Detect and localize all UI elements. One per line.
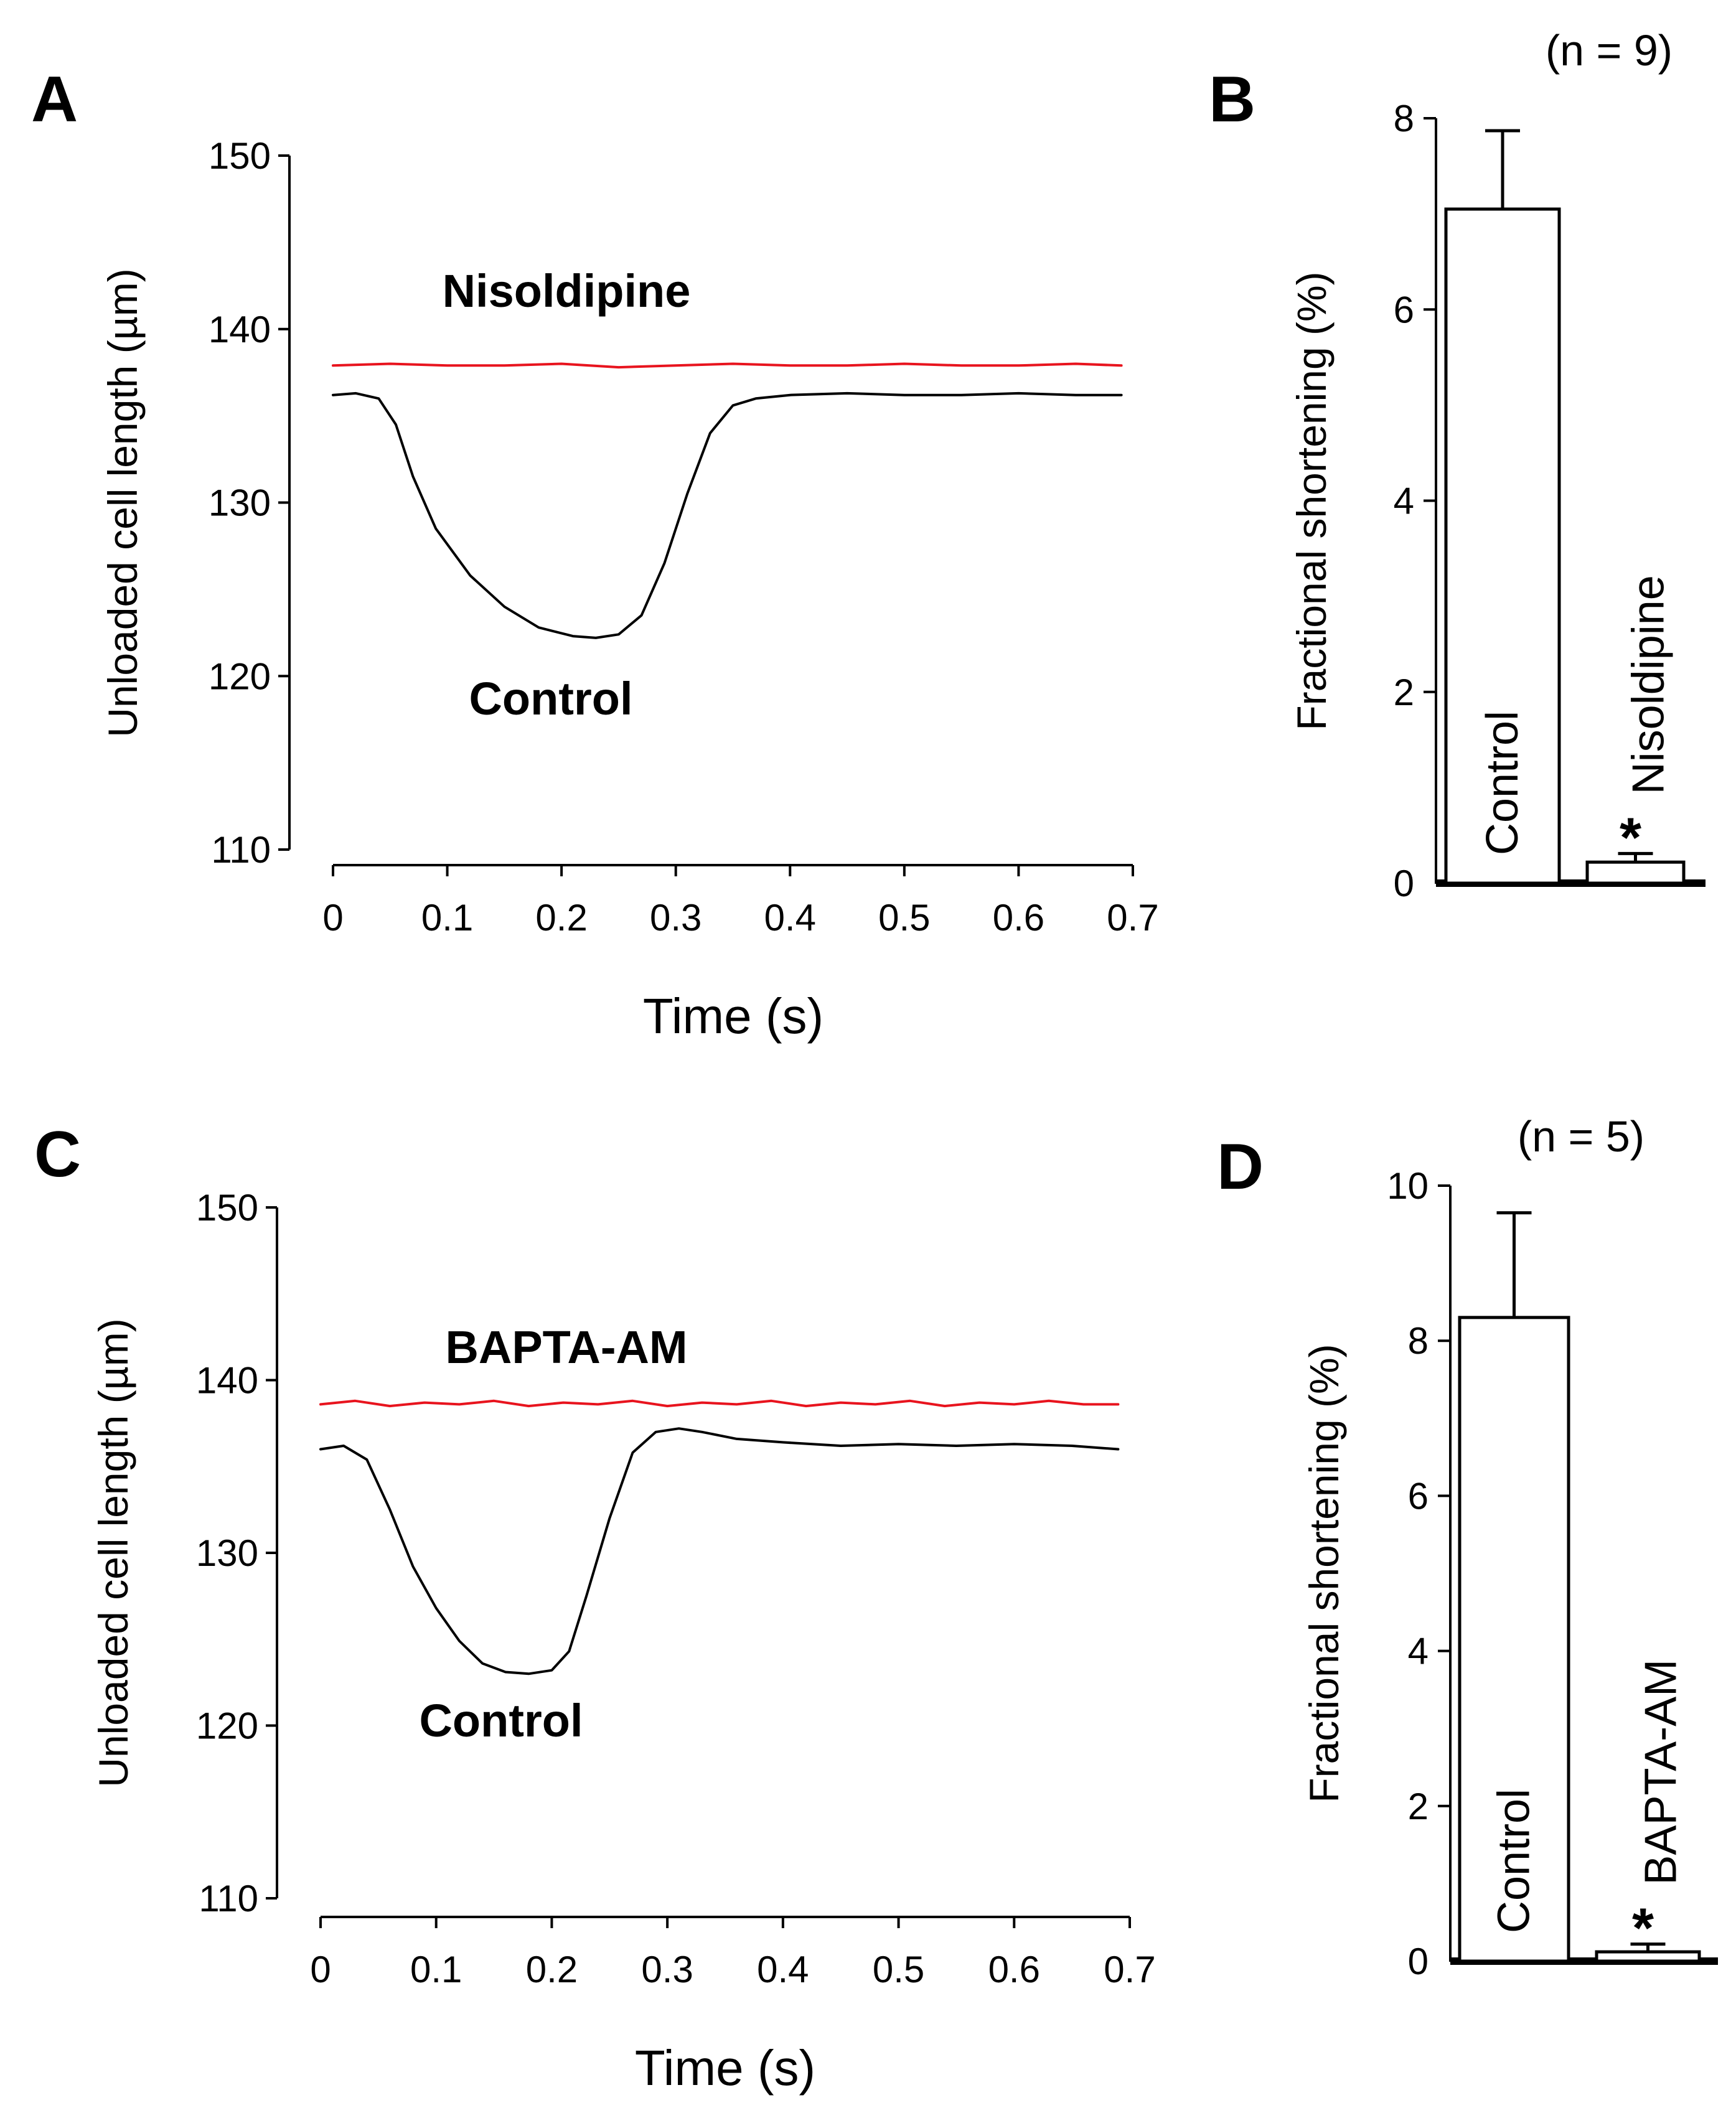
y-axis-title: Unloaded cell length (µm)	[100, 268, 146, 737]
y-axis-title: Fractional shortening (%)	[1288, 271, 1335, 730]
bar-label-control: Control	[1478, 711, 1527, 855]
bars-group: Control BAPTA-AM *	[1458, 1211, 1701, 1963]
trace-label-bapta-am: BAPTA-AM	[445, 1321, 687, 1373]
y-tick-label-120: 120	[209, 655, 271, 697]
y-tick-label-4: 4	[1408, 1631, 1429, 1672]
bar-control	[1444, 207, 1561, 885]
y-ticks: 110 120 130 140 150	[209, 135, 289, 871]
x-axis-title: Time (s)	[635, 2040, 815, 2096]
trace-label-nisoldipine: Nisoldipine	[443, 265, 691, 317]
panel-letter-d: D	[1217, 1131, 1264, 1203]
bar-label-control: Control	[1490, 1789, 1539, 1933]
y-tick-label-0: 0	[1408, 1941, 1429, 1982]
x-tick-label-0.2: 0.2	[535, 897, 587, 939]
y-tick-label-8: 8	[1408, 1320, 1429, 1362]
x-tick-label-0.7: 0.7	[1104, 1949, 1155, 1990]
y-ticks: 0 2 4 6 8 10	[1387, 1165, 1450, 1982]
y-tick-label-4: 4	[1394, 480, 1414, 522]
x-tick-label-0.4: 0.4	[757, 1949, 809, 1990]
significance-star-bapta-am: *	[1632, 1898, 1654, 1960]
significance-star-nisoldipine: *	[1620, 807, 1641, 869]
y-ticks: 0 2 4 6 8	[1394, 98, 1436, 904]
y-tick-label-120: 120	[196, 1705, 258, 1747]
y-tick-label-150: 150	[209, 135, 271, 177]
y-tick-label-130: 130	[209, 482, 271, 524]
y-tick-label-0: 0	[1394, 863, 1414, 904]
x-tick-label-0: 0	[322, 897, 343, 939]
x-tick-label-0.1: 0.1	[410, 1949, 462, 1990]
panel-b-bar-chart: B (n = 9) 0 2 4 6 8 Control Nisoldipine * Frac…	[1209, 26, 1706, 904]
y-tick-label-150: 150	[196, 1187, 258, 1229]
y-tick-label-6: 6	[1408, 1475, 1429, 1517]
y-tick-label-140: 140	[196, 1360, 258, 1402]
series-line-control	[332, 391, 1123, 639]
series-line-bapta-am	[319, 1399, 1120, 1408]
y-tick-label-110: 110	[199, 1878, 258, 1919]
y-tick-label-10: 10	[1387, 1165, 1429, 1207]
series-group	[319, 1399, 1120, 1675]
y-axis-title: Unloaded cell length (µm)	[90, 1318, 136, 1787]
trace-label-control: Control	[419, 1695, 583, 1746]
panel-c-line-chart: C 110 120 130 140 150 0 0.1 0.2 0.3 0.4 0.5 0.6 0.7…	[34, 1118, 1156, 2096]
panel-letter-a: A	[31, 63, 78, 136]
n-label: (n = 9)	[1546, 26, 1673, 75]
x-tick-label-0.6: 0.6	[993, 897, 1044, 939]
panel-a-line-chart: A 110 120 130 140 150 0 0.1 0.2 0.3 0.4 0.5 0.6 0.7…	[31, 63, 1159, 1044]
x-axis-title: Time (s)	[643, 988, 823, 1044]
x-tick-label-0.5: 0.5	[878, 897, 930, 939]
y-tick-label-130: 130	[196, 1532, 258, 1574]
y-ticks: 110 120 130 140 150	[196, 1187, 277, 1919]
trace-label-control: Control	[469, 673, 632, 724]
series-group	[332, 362, 1123, 639]
x-tick-label-0.1: 0.1	[421, 897, 473, 939]
y-tick-label-2: 2	[1408, 1786, 1429, 1827]
y-axis-title: Fractional shortening (%)	[1301, 1344, 1347, 1802]
x-tick-label-0.2: 0.2	[526, 1949, 578, 1990]
bar-label-nisoldipine: Nisoldipine	[1624, 575, 1674, 794]
series-line-control	[319, 1427, 1120, 1675]
n-label: (n = 5)	[1518, 1112, 1645, 1161]
panel-letter-c: C	[34, 1118, 81, 1191]
x-ticks: 0 0.1 0.2 0.3 0.4 0.5 0.6 0.7	[310, 1917, 1156, 1990]
x-tick-label-0.3: 0.3	[650, 897, 701, 939]
x-tick-label-0.7: 0.7	[1107, 897, 1158, 939]
panel-letter-b: B	[1209, 63, 1255, 136]
x-tick-label-0.4: 0.4	[764, 897, 816, 939]
series-line-nisoldipine	[332, 362, 1123, 369]
y-tick-label-8: 8	[1394, 98, 1414, 139]
y-tick-label-2: 2	[1394, 672, 1414, 713]
y-tick-label-140: 140	[209, 309, 271, 350]
x-tick-label-0.3: 0.3	[641, 1949, 693, 1990]
panel-d-bar-chart: D (n = 5) 0 2 4 6 8 10 Control BAPTA-AM * Fract…	[1217, 1112, 1718, 1982]
bars-group: Control Nisoldipine *	[1444, 129, 1686, 885]
x-tick-label-0.6: 0.6	[988, 1949, 1040, 1990]
x-ticks: 0 0.1 0.2 0.3 0.4 0.5 0.6 0.7	[322, 865, 1159, 939]
y-tick-label-6: 6	[1394, 289, 1414, 330]
bar-label-bapta-am: BAPTA-AM	[1636, 1659, 1686, 1885]
bar-control	[1458, 1316, 1570, 1963]
x-tick-label-0.5: 0.5	[873, 1949, 924, 1990]
bar-nisoldipine	[1585, 860, 1686, 885]
y-tick-label-110: 110	[211, 829, 271, 871]
x-tick-label-0: 0	[310, 1949, 331, 1990]
bar-bapta-am	[1595, 1950, 1701, 1963]
